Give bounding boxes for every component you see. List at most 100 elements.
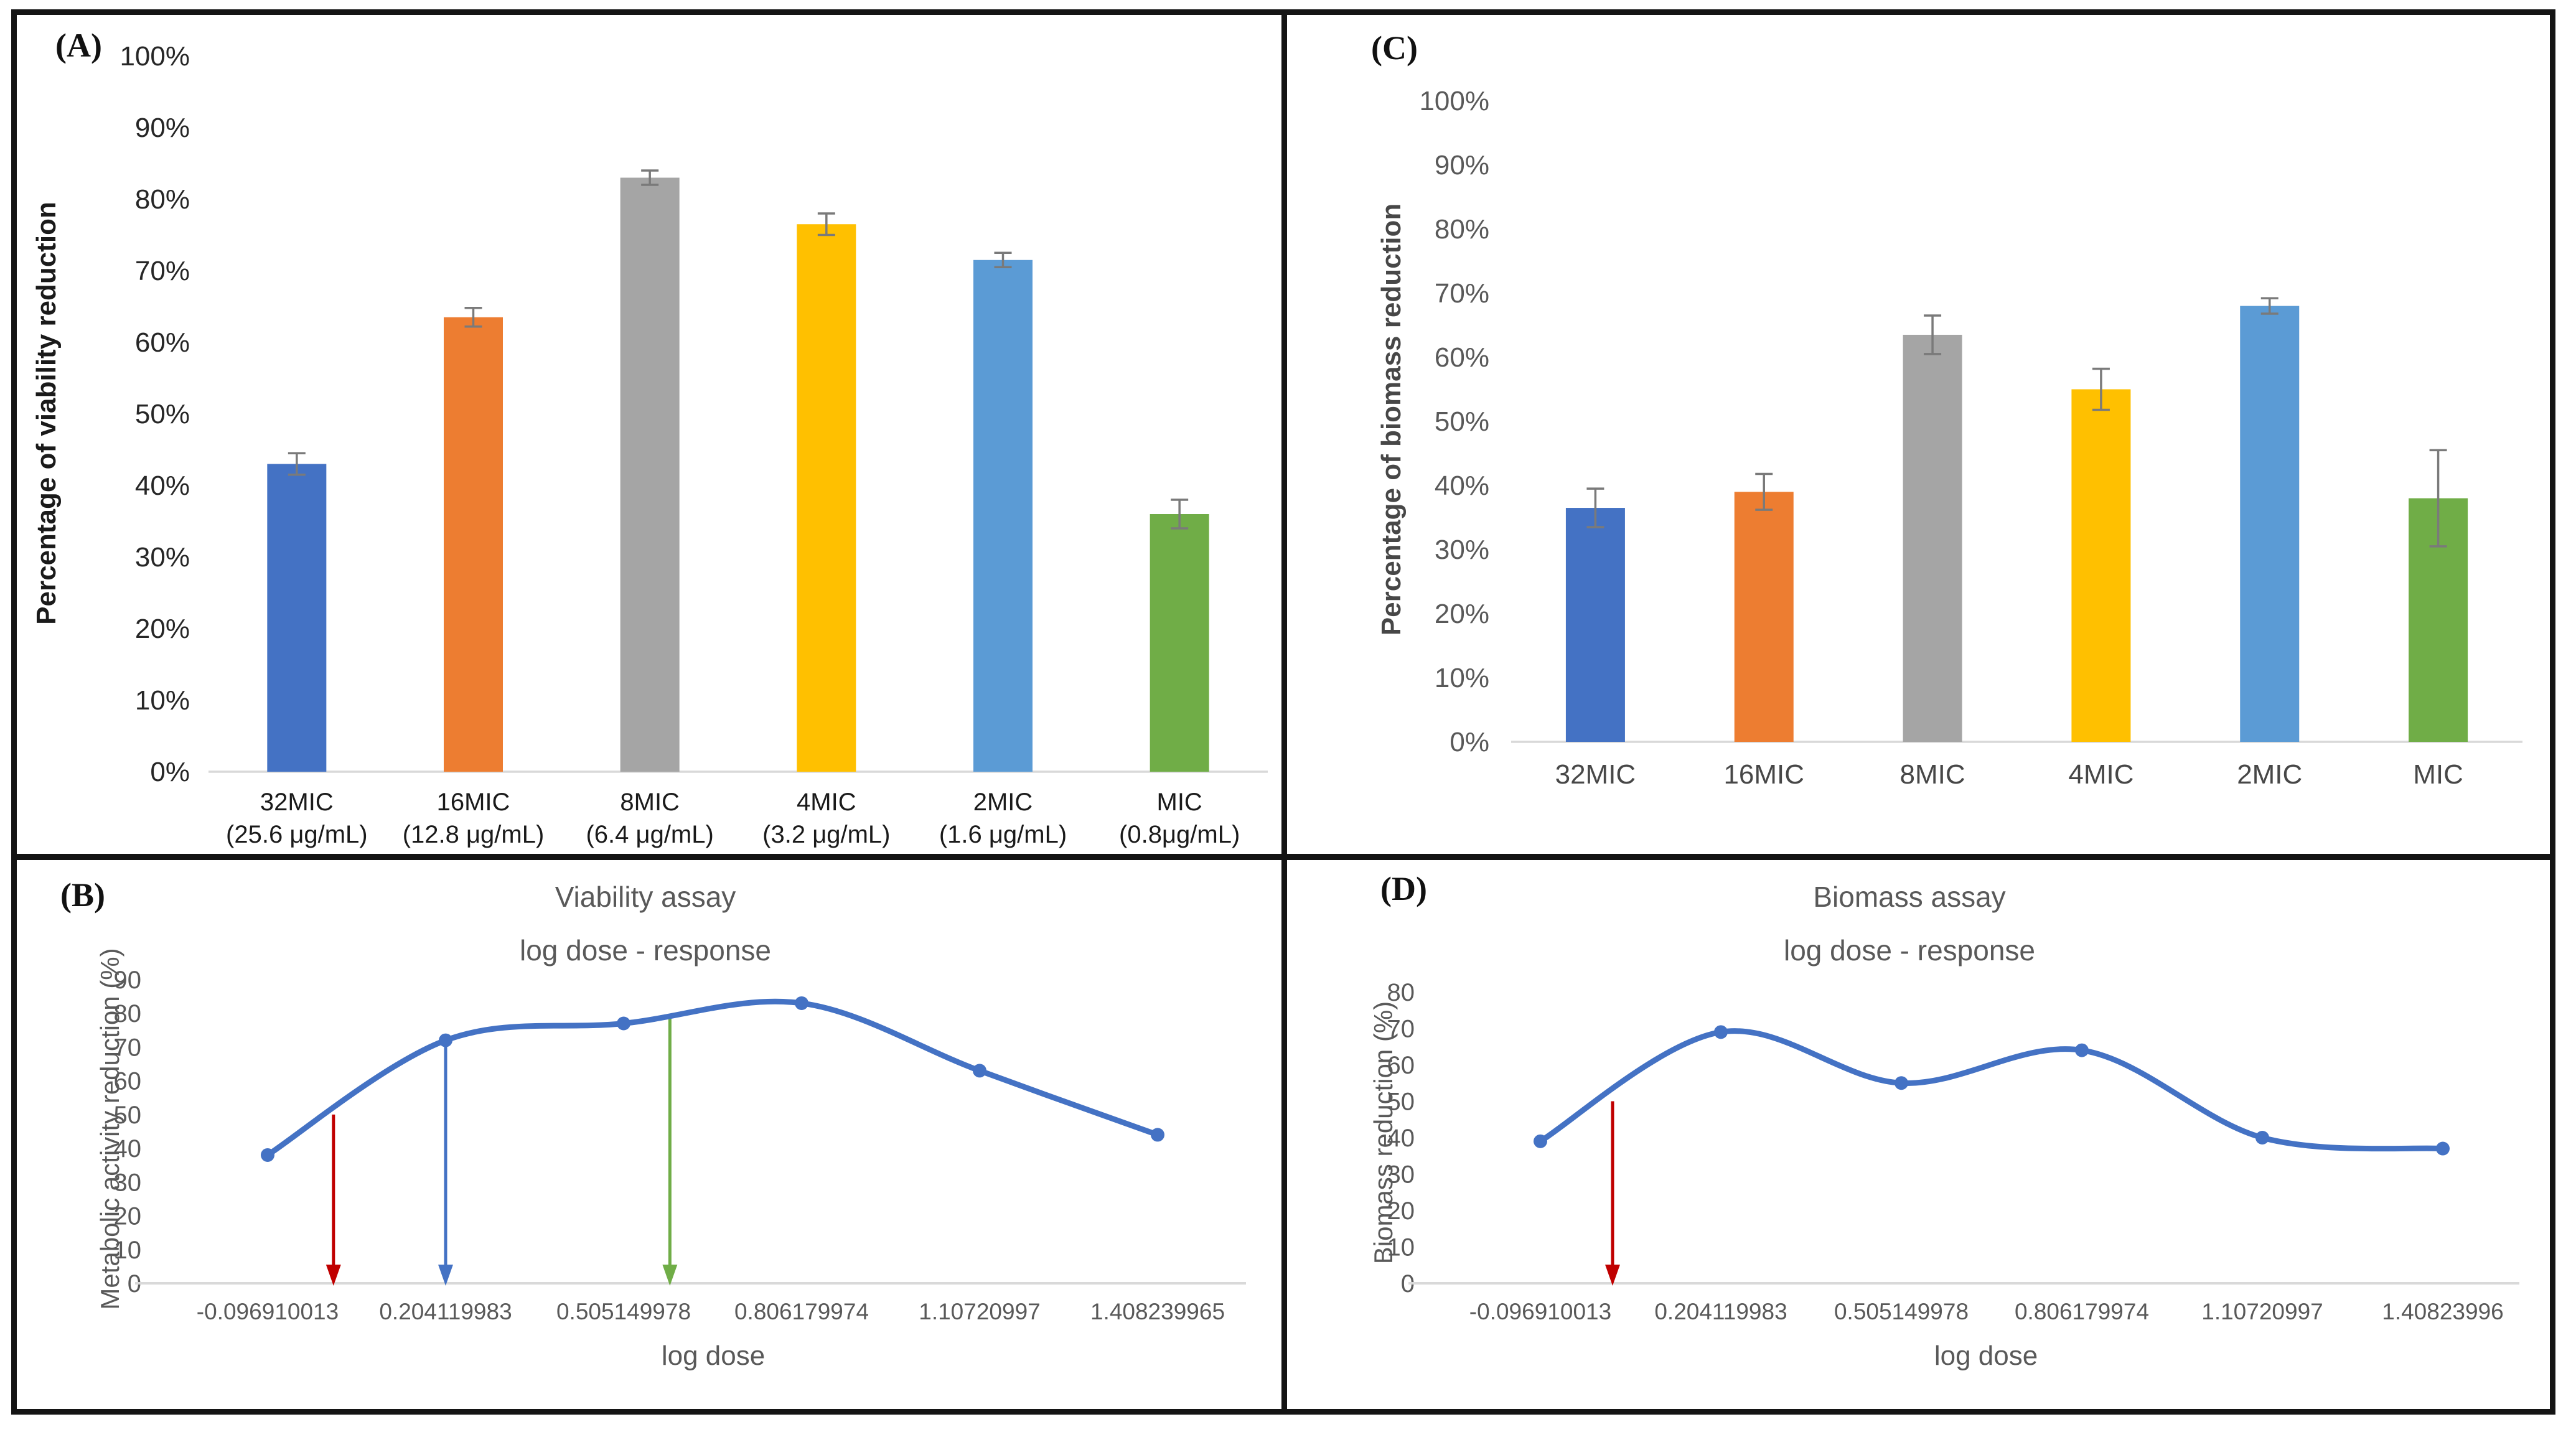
category-sublabel: (3.2 μg/mL) [762, 821, 890, 848]
category-label: 4MIC [2068, 759, 2133, 790]
category-label: 2MIC [973, 789, 1033, 816]
bar-2MIC [973, 260, 1033, 772]
y-tick-label: 70% [1435, 278, 1489, 309]
y-tick-label: 0% [1450, 727, 1489, 757]
panel-horizontal-divider [11, 854, 2550, 860]
y-tick-label: 50% [135, 399, 190, 429]
bar-32MIC [1565, 508, 1625, 742]
y-tick-label: 40% [135, 470, 190, 501]
x-tick-label: 0.204119983 [1654, 1299, 1787, 1324]
panel-b-title: Viability assay [555, 881, 736, 913]
data-point-marker [1714, 1025, 1728, 1039]
y-tick-label: 90 [114, 967, 142, 994]
data-point-marker [439, 1033, 452, 1047]
dose-response-curve [1537, 1028, 2446, 1152]
y-tick-label: 90% [1435, 150, 1489, 180]
dose-response-curve [265, 998, 1161, 1158]
panel-d-chart-canvas: 0 10 20 30 40 50 60 70 80 -0.096910013 0.204119983… [1387, 979, 2519, 1324]
y-tick-label: 10% [1435, 663, 1489, 693]
y-tick-label: 30% [1435, 535, 1489, 565]
data-point-marker [1895, 1076, 1908, 1090]
panel-d-title: Biomass assay [1813, 881, 2006, 913]
y-tick-label: 0 [128, 1270, 141, 1298]
category-label: 2MIC [2237, 759, 2302, 790]
y-tick-label: 80% [1435, 214, 1489, 245]
x-tick-label: 1.10720997 [2201, 1299, 2323, 1324]
y-tick-label: 40% [1435, 470, 1489, 501]
y-tick-label: 50 [1387, 1088, 1415, 1116]
y-tick-label: 60% [1435, 342, 1489, 373]
y-tick-label: 70% [135, 256, 190, 286]
x-tick-label: 1.408239965 [1090, 1299, 1225, 1324]
bar-2MIC [2240, 306, 2300, 742]
category-label: 16MIC [437, 789, 510, 816]
category-sublabel: (0.8μg/mL) [1119, 821, 1240, 848]
category-label: 4MIC [797, 789, 856, 816]
data-point-marker [2255, 1131, 2269, 1144]
y-tick-label: 10 [1387, 1234, 1415, 1261]
bar-4MIC [797, 224, 856, 772]
y-tick-label: 80 [1387, 979, 1415, 1006]
y-tick-label: 70 [1387, 1016, 1415, 1043]
data-point-marker [1151, 1128, 1164, 1142]
data-point-marker [261, 1148, 274, 1162]
y-tick-label: 50 [114, 1102, 142, 1129]
y-tick-label: 30 [1387, 1161, 1415, 1189]
panel-a-viability-bar-chart: (A) Percentage of viability reduction 0%… [17, 15, 1281, 854]
panel-vertical-divider [1281, 9, 1287, 1409]
bar-8MIC [620, 177, 680, 772]
data-point-marker [2075, 1043, 2089, 1057]
panel-d-x-axis-title: log dose [1934, 1341, 2038, 1371]
category-sublabel: (6.4 μg/mL) [586, 821, 713, 848]
y-tick-label: 60 [1387, 1052, 1415, 1079]
category-label: MIC [1157, 789, 1202, 816]
y-tick-label: 20% [1435, 599, 1489, 629]
panel-d-subtitle: log dose - response [1783, 934, 2036, 967]
y-tick-label: 80% [135, 184, 190, 215]
data-point-marker [1534, 1134, 1547, 1148]
data-point-marker [2436, 1141, 2450, 1156]
bar-32MIC [267, 464, 327, 772]
panel-a-chart-canvas: 0% 10% 20% 30% 40% 50% 60% 70% 80% 90% 100% 32MIC (2… [119, 41, 1268, 848]
category-sublabel: (12.8 μg/mL) [403, 821, 545, 848]
bar-16MIC [444, 317, 503, 772]
bar-MIC [1150, 514, 1209, 772]
x-tick-label: 0.204119983 [379, 1299, 512, 1324]
panel-c-biomass-bar-chart: (C) Percentage of biomass reduction 0% 10… [1287, 15, 2552, 854]
category-label: 32MIC [260, 789, 334, 816]
panel-a-letter: (A) [55, 27, 102, 64]
y-tick-label: 30 [114, 1169, 142, 1196]
data-point-marker [973, 1064, 986, 1078]
x-tick-label: 0.806179974 [734, 1299, 869, 1324]
y-tick-label: 80 [114, 1000, 142, 1027]
y-tick-label: 30% [135, 542, 190, 573]
bar-4MIC [2071, 389, 2131, 742]
x-tick-label: -0.096910013 [197, 1299, 339, 1324]
panel-b-x-axis-title: log dose [661, 1341, 766, 1371]
panel-b-letter: (B) [60, 876, 105, 914]
x-tick-label: 0.505149978 [1834, 1299, 1969, 1324]
y-tick-label: 20 [1387, 1197, 1415, 1225]
data-point-marker [795, 996, 808, 1010]
ic50-red-arrow-head [1605, 1265, 1620, 1286]
x-tick-label: 0.806179974 [2015, 1299, 2149, 1324]
bar-8MIC [1903, 334, 1962, 742]
category-label: 8MIC [1900, 759, 1965, 790]
category-label: MIC [2413, 759, 2463, 790]
x-tick-label: 1.40823996 [2382, 1299, 2503, 1324]
dose-green-arrow-head [662, 1265, 678, 1286]
y-tick-label: 60 [114, 1068, 142, 1095]
panel-c-chart-canvas: 0% 10% 20% 30% 40% 50% 60% 70% 80% 90% 100% 32MIC 16… [1419, 86, 2522, 790]
y-tick-label: 0% [150, 757, 190, 787]
y-tick-label: 10 [114, 1237, 142, 1264]
category-sublabel: (1.6 μg/mL) [939, 821, 1067, 848]
y-tick-label: 40 [114, 1135, 142, 1163]
y-tick-label: 100% [119, 41, 190, 72]
y-tick-label: 20% [135, 614, 190, 644]
x-tick-label: 0.505149978 [556, 1299, 691, 1324]
y-tick-label: 70 [114, 1034, 142, 1061]
panel-d-letter: (D) [1380, 870, 1427, 907]
y-tick-label: 10% [135, 685, 190, 716]
x-tick-label: -0.096910013 [1469, 1299, 1611, 1324]
